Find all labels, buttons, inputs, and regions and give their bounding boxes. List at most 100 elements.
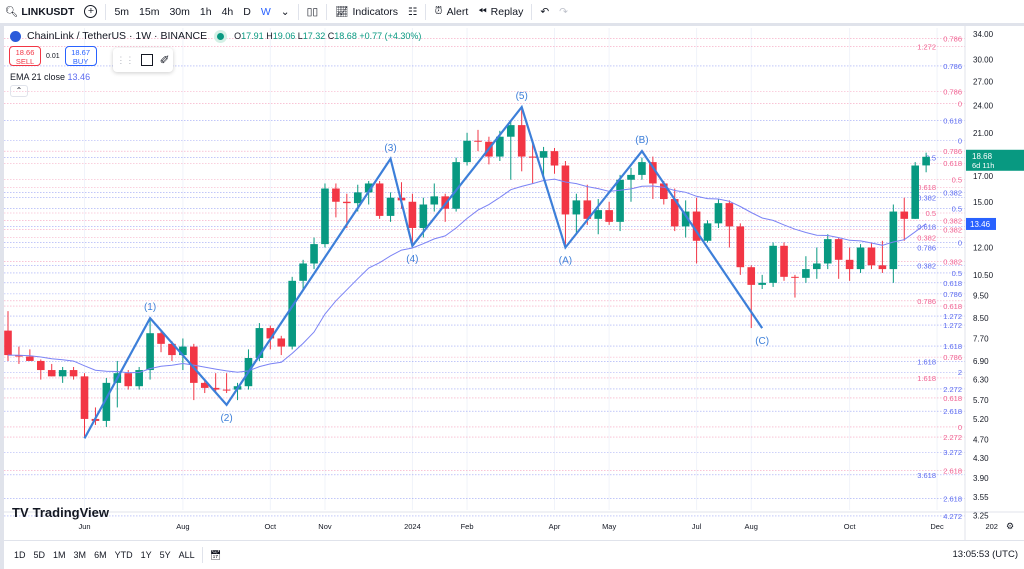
candle-body [900, 211, 909, 219]
fib-label: 0.618 [943, 116, 962, 125]
replay-icon: ⏪︎ [478, 5, 487, 17]
fib-label: 2.618 [943, 494, 962, 503]
fib-label: 1.272 [943, 312, 962, 321]
templates-button[interactable]: ☷ [403, 1, 422, 23]
interval-1h[interactable]: 1h [199, 5, 212, 18]
redo-button[interactable]: ↷ [554, 1, 573, 23]
candle-body [200, 382, 209, 388]
chart-type-button[interactable]: ▯▯ [302, 1, 324, 23]
fib-label: 0.618 [943, 279, 962, 288]
candle-body [627, 174, 635, 180]
candle-body [681, 211, 690, 227]
wave-label: (4) [406, 254, 418, 265]
tv-logo-icon: TV [12, 505, 29, 520]
interval-15m[interactable]: 15m [139, 5, 160, 18]
candle [452, 157, 460, 212]
candle-body [660, 183, 668, 200]
range-ALL[interactable]: ALL [178, 550, 195, 560]
price-tick: 10.50 [973, 271, 994, 280]
candle-body [4, 330, 12, 356]
interval-4h[interactable]: 4h [221, 5, 234, 18]
candle-body [845, 259, 854, 270]
candle [670, 188, 679, 232]
candle [703, 220, 712, 243]
range-3M[interactable]: 3M [73, 550, 87, 560]
last-price-badge [966, 149, 1024, 171]
candle-body [758, 282, 766, 285]
chevron-up-icon: ⌃ [15, 86, 23, 95]
candle-body [594, 210, 603, 219]
candle [102, 377, 111, 427]
ema-legend[interactable]: EMA 21 close 13.46 [10, 72, 91, 82]
fib-label: 0.786 [917, 243, 936, 252]
drag-handle-icon[interactable]: ⋮⋮ [116, 54, 135, 65]
candle [135, 366, 143, 390]
interval-30m[interactable]: 30m [169, 5, 190, 18]
time-tick: Jun [78, 522, 90, 531]
symbol-search[interactable]: 🔍︎ LINKUSDT [5, 5, 75, 19]
rectangle-tool-icon[interactable] [140, 54, 153, 66]
fib-label: 2.272 [943, 433, 962, 442]
candle-body [889, 211, 898, 270]
time-tick: Oct [264, 522, 277, 531]
time-tick: Aug [176, 522, 189, 531]
compare-button[interactable]: + [79, 1, 102, 23]
range-1M[interactable]: 1M [53, 550, 66, 560]
candles-icon: ▯▯ [306, 5, 319, 18]
fib-label: 0.618 [943, 302, 962, 311]
symbol-title[interactable]: ChainLink / TetherUS · 1W · BINANCE [27, 30, 208, 42]
brush-tool-icon[interactable]: ✐ [159, 53, 170, 67]
price-tick: 12.00 [973, 243, 994, 252]
range-5Y[interactable]: 5Y [159, 550, 171, 560]
candle [649, 156, 657, 200]
goto-date-button[interactable]: 📅︎ [206, 550, 225, 561]
fib-label: 0.786 [943, 290, 962, 299]
fib-label: 1.272 [943, 321, 962, 330]
clock[interactable]: 13:05:53 (UTC) [952, 549, 1018, 560]
search-icon: 🔍︎ [5, 6, 19, 18]
sell-button[interactable]: 18.66 SELL [9, 46, 41, 66]
candle [299, 259, 307, 290]
range-1D[interactable]: 1D [14, 550, 26, 560]
time-tick: 202 [985, 522, 998, 531]
replay-button[interactable]: ⏪︎ Replay [478, 5, 524, 18]
range-5D[interactable]: 5D [33, 550, 46, 560]
fib-label: 0.786 [943, 34, 962, 43]
fib-label: 0.382 [943, 216, 962, 225]
undo-icon: ↶ [540, 5, 550, 18]
calendar-icon: 📅︎ [209, 549, 222, 560]
candle-body [288, 280, 296, 347]
price-tick: 3.25 [973, 511, 989, 520]
candle-body [386, 197, 395, 216]
candle-body [26, 356, 34, 361]
interval-dropdown[interactable]: ⌄ [276, 1, 295, 23]
elliott-waves: (1) (2) (3) (4) (5) (A) (B) (C) [83, 91, 769, 439]
candle-body [550, 151, 559, 166]
candle [474, 129, 482, 152]
range-YTD[interactable]: YTD [114, 550, 133, 560]
interval-5m[interactable]: 5m [114, 5, 130, 18]
collapse-legend-button[interactable]: ⌃ [10, 85, 28, 97]
fib-label: 0.382 [943, 226, 962, 235]
interval-W[interactable]: W [260, 5, 271, 18]
candle [681, 200, 690, 238]
alert-button[interactable]: ⏰︎ Alert [434, 5, 469, 18]
fib-label: 2.272 [943, 385, 962, 394]
fib-label: 0.618 [917, 183, 936, 192]
candle [528, 139, 537, 184]
fib-label: 1.618 [917, 374, 936, 383]
interval-D[interactable]: D [243, 5, 251, 18]
chevron-down-icon: ⌄ [280, 5, 290, 18]
candle [780, 242, 788, 281]
fib-label: 0.5 [952, 176, 962, 185]
candle-body [168, 343, 176, 356]
range-1Y[interactable]: 1Y [140, 550, 152, 560]
range-6M[interactable]: 6M [94, 550, 107, 560]
undo-button[interactable]: ↶ [535, 1, 554, 23]
candle-body [725, 203, 734, 227]
candle [222, 373, 231, 394]
buy-button[interactable]: 18.67 BUY [64, 46, 97, 66]
indicators-button[interactable]: 📈︎ Indicators [335, 5, 399, 19]
candle [58, 366, 67, 383]
